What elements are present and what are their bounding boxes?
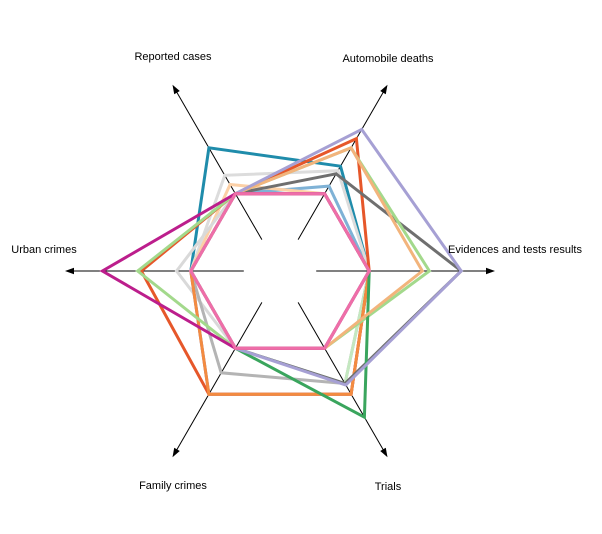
axis-arrow-automobile-deaths	[380, 85, 387, 94]
axis-label-automobile-deaths: Automobile deaths	[342, 53, 434, 65]
axis-label-evidences: Evidences and tests results	[448, 244, 582, 256]
series-polygon-14	[191, 148, 422, 348]
axis-label-reported-cases: Reported cases	[134, 51, 212, 63]
series-layer	[102, 129, 461, 417]
axis-arrow-urban-crimes	[65, 268, 74, 274]
axis-line-trials	[298, 302, 386, 455]
axis-label-trials: Trials	[375, 481, 402, 493]
axis-label-family-crimes: Family crimes	[139, 480, 207, 492]
axis-label-urban-crimes: Urban crimes	[11, 244, 77, 256]
axis-arrow-reported-cases	[173, 85, 180, 94]
axis-arrow-trials	[380, 448, 387, 457]
series-polygon-3	[191, 171, 369, 349]
axis-arrow-family-crimes	[173, 448, 180, 457]
axis-arrow-evidences	[486, 268, 495, 274]
labels-layer: Evidences and tests results Automobile d…	[11, 51, 582, 493]
